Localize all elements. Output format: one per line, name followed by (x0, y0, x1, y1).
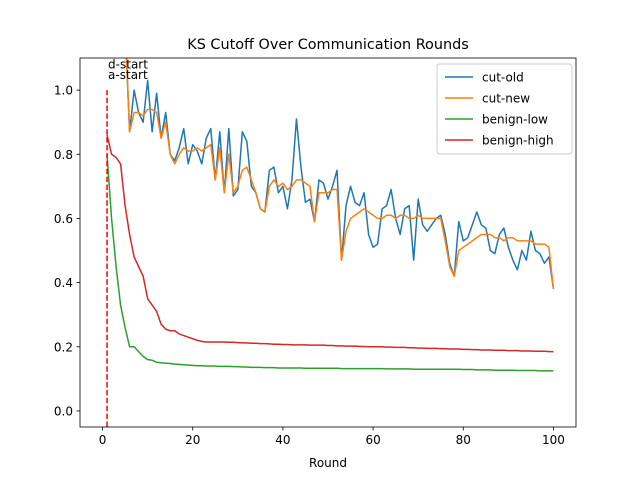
y-tick-label: 0.0 (54, 404, 73, 418)
y-tick-label: 0.8 (54, 148, 73, 162)
legend-label: cut-new (482, 92, 530, 106)
x-tick-label: 40 (275, 433, 290, 447)
annotation: d-start (108, 57, 148, 71)
x-tick-label: 60 (365, 433, 380, 447)
legend-label: cut-old (482, 71, 524, 85)
x-tick-label: 0 (99, 433, 107, 447)
axes-frame (79, 57, 577, 428)
series-line (106, 154, 554, 372)
plot-area (106, 58, 555, 427)
y-tick-label: 0.2 (54, 340, 73, 354)
legend-label: benign-high (482, 134, 554, 148)
annotation: a-start (108, 68, 148, 82)
x-tick-label: 20 (185, 433, 200, 447)
x-axis-label: Round (309, 456, 347, 470)
series-line (106, 134, 554, 353)
y-tick-label: 0.4 (54, 276, 73, 290)
series-line (125, 58, 555, 290)
x-tick-label: 80 (456, 433, 471, 447)
chart-title: KS Cutoff Over Communication Rounds (187, 37, 468, 53)
legend-label: benign-low (482, 113, 548, 127)
y-tick-label: 0.6 (54, 212, 73, 226)
y-tick-label: 1.0 (54, 84, 73, 98)
x-tick-label: 100 (542, 433, 565, 447)
legend-box (436, 63, 573, 155)
